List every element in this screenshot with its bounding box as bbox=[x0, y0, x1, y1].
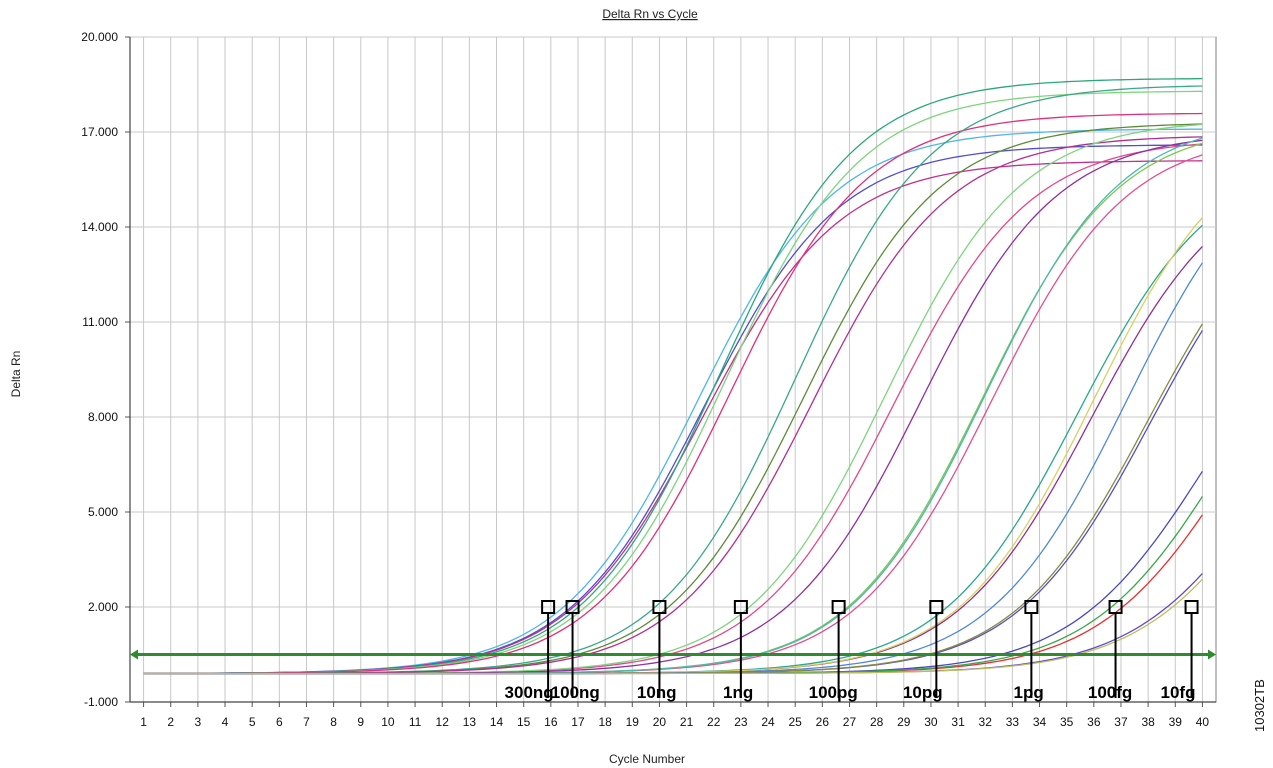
x-axis-label: Cycle Number bbox=[609, 752, 685, 766]
threshold-arrow-right bbox=[1208, 649, 1216, 660]
x-tick-label: 20 bbox=[653, 715, 667, 729]
x-tick-label: 38 bbox=[1141, 715, 1155, 729]
x-tick-label: 22 bbox=[707, 715, 721, 729]
x-tick-label: 37 bbox=[1114, 715, 1128, 729]
x-tick-label: 39 bbox=[1169, 715, 1183, 729]
y-tick-label: 2.000 bbox=[88, 600, 118, 614]
x-tick-label: 31 bbox=[951, 715, 965, 729]
x-tick-label: 33 bbox=[1006, 715, 1020, 729]
x-tick-label: 9 bbox=[357, 715, 364, 729]
x-tick-label: 15 bbox=[517, 715, 531, 729]
x-tick-label: 23 bbox=[734, 715, 748, 729]
y-tick-label: 8.000 bbox=[88, 410, 118, 424]
x-tick-label: 6 bbox=[276, 715, 283, 729]
x-tick-label: 17 bbox=[571, 715, 585, 729]
amplification-curve-26 bbox=[143, 578, 1203, 675]
x-tick-label: 32 bbox=[979, 715, 993, 729]
x-tick-label: 29 bbox=[897, 715, 911, 729]
x-tick-label: 4 bbox=[222, 715, 229, 729]
y-tick-label: -1.000 bbox=[84, 695, 118, 709]
x-tick-label: 25 bbox=[788, 715, 802, 729]
dilution-label: 100ng bbox=[551, 683, 600, 702]
x-tick-label: 11 bbox=[409, 715, 422, 729]
dilution-label: 10fg bbox=[1161, 683, 1196, 702]
x-tick-label: 24 bbox=[761, 715, 775, 729]
x-tick-label: 18 bbox=[598, 715, 612, 729]
x-tick-label: 16 bbox=[544, 715, 558, 729]
x-tick-label: 34 bbox=[1033, 715, 1047, 729]
amplification-curves bbox=[143, 77, 1203, 675]
threshold-arrow-left bbox=[130, 649, 138, 660]
x-tick-label: 2 bbox=[167, 715, 174, 729]
dilution-label: 10ng bbox=[637, 683, 677, 702]
x-tick-label: 13 bbox=[463, 715, 477, 729]
x-tick-label: 19 bbox=[626, 715, 640, 729]
y-tick-label: 14.000 bbox=[81, 220, 118, 234]
x-tick-label: 8 bbox=[330, 715, 337, 729]
dilution-label: 1ng bbox=[723, 683, 753, 702]
y-axis-label: Delta Rn bbox=[9, 351, 23, 398]
dilution-label: 10pg bbox=[903, 683, 943, 702]
x-tick-label: 21 bbox=[680, 715, 694, 729]
dilution-label: 1pg bbox=[1014, 683, 1044, 702]
amplification-curve-6 bbox=[143, 112, 1203, 675]
x-tick-label: 1 bbox=[140, 715, 147, 729]
y-tick-label: 17.000 bbox=[81, 125, 118, 139]
x-tick-label: 35 bbox=[1060, 715, 1074, 729]
x-tick-label: 7 bbox=[303, 715, 310, 729]
grid bbox=[129, 36, 1217, 703]
figure-id-label: 10302TB bbox=[1252, 679, 1267, 732]
axes: 1 2 3 4 5 6 7 8 9 10 11 12 13 14 15 16 17 18 19 20 21 22 23 24 2… bbox=[81, 30, 1216, 729]
x-tick-label: 3 bbox=[195, 715, 202, 729]
x-tick-label: 27 bbox=[843, 715, 857, 729]
chart-title: Delta Rn vs Cycle bbox=[602, 7, 698, 21]
y-tick-label: 11.000 bbox=[82, 315, 118, 329]
y-tick-label: 5.000 bbox=[88, 505, 118, 519]
x-tick-label: 30 bbox=[924, 715, 938, 729]
x-tick-label: 10 bbox=[381, 715, 395, 729]
x-tick-label: 5 bbox=[249, 715, 256, 729]
x-tick-label: 12 bbox=[436, 715, 450, 729]
threshold-line bbox=[130, 649, 1216, 660]
x-tick-label: 26 bbox=[816, 715, 830, 729]
dilution-label: 300ng bbox=[505, 683, 554, 702]
x-tick-label: 28 bbox=[870, 715, 884, 729]
dilution-label: 100pg bbox=[809, 683, 858, 702]
x-tick-label: 36 bbox=[1087, 715, 1101, 729]
plot-area bbox=[129, 36, 1217, 703]
dilution-label: 100fg bbox=[1088, 683, 1132, 702]
y-tick-label: 20.000 bbox=[81, 30, 118, 44]
x-tick-label: 40 bbox=[1196, 715, 1210, 729]
x-tick-label: 14 bbox=[490, 715, 504, 729]
